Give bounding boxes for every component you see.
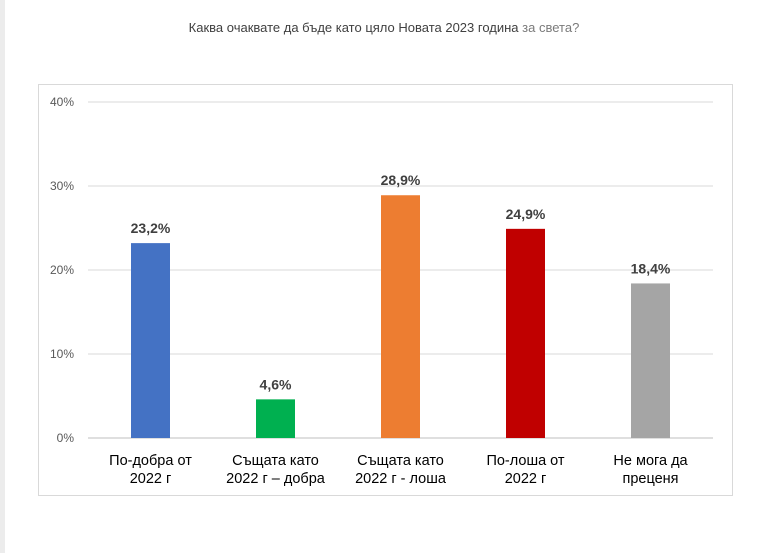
y-tick-label: 40% (50, 95, 74, 109)
category-label: Не мога да (613, 453, 688, 469)
bar-2 (256, 399, 295, 438)
data-label: 28,9% (381, 172, 421, 188)
category-label: 2022 г (505, 471, 547, 487)
y-tick-label: 20% (50, 263, 74, 277)
data-label: 4,6% (260, 376, 292, 392)
bar-1 (131, 243, 170, 438)
category-label: преценя (622, 471, 678, 487)
chart-title: Каква очаквате да бъде като цяло Новата … (0, 20, 768, 35)
bar-3 (381, 195, 420, 438)
chart-title-main: Каква очаквате да бъде като цяло Новата … (188, 20, 519, 35)
chart-title-suffix: за света? (522, 20, 580, 35)
category-label: Същата като (357, 453, 444, 469)
bar-4 (506, 228, 545, 438)
y-tick-label: 30% (50, 179, 74, 193)
bar-5 (631, 283, 670, 438)
category-label: 2022 г – добра (226, 471, 326, 487)
data-label: 18,4% (631, 260, 671, 276)
y-tick-label: 0% (57, 431, 75, 445)
category-label: По-лоша от (486, 453, 564, 469)
category-label: 2022 г (130, 471, 172, 487)
left-edge-strip (0, 0, 5, 553)
category-label: Същата като (232, 453, 319, 469)
data-label: 23,2% (131, 220, 171, 236)
y-tick-label: 10% (50, 347, 74, 361)
data-label: 24,9% (506, 206, 546, 222)
category-label: 2022 г - лоша (355, 471, 447, 487)
category-label: По-добра от (109, 453, 192, 469)
